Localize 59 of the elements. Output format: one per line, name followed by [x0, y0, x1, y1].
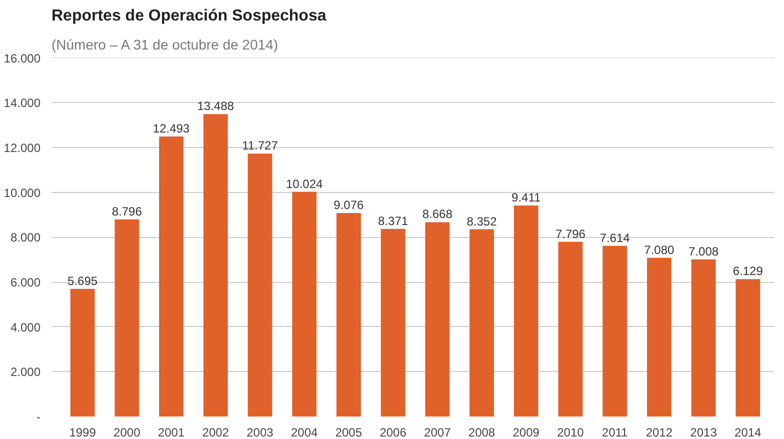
- data-label: 7.796: [555, 226, 586, 241]
- data-label: 9.076: [334, 198, 364, 212]
- bar: [425, 222, 450, 416]
- y-tick-label: 8.000: [10, 230, 41, 245]
- x-tick-label: 2003: [246, 426, 274, 439]
- y-tick-label: 12.000: [4, 141, 41, 156]
- x-tick-label: 2011: [602, 426, 628, 439]
- x-tick-label: 2012: [646, 426, 673, 439]
- bar: [646, 258, 672, 416]
- data-label: 11.727: [242, 138, 278, 153]
- y-tick-label: 6.000: [10, 276, 41, 290]
- x-tick-label: 2010: [557, 426, 584, 439]
- data-label: 9.411: [512, 190, 542, 205]
- data-label: 6.129: [732, 264, 764, 278]
- bar: [691, 259, 716, 416]
- bar: [70, 288, 95, 416]
- data-label: 8.352: [466, 214, 498, 228]
- data-label: 7.614: [600, 230, 630, 245]
- bar: [470, 229, 494, 416]
- y-tick-label: 14.000: [4, 96, 41, 110]
- data-label: 8.668: [422, 207, 453, 222]
- x-tick-label: 2008: [468, 426, 496, 439]
- bar: [336, 213, 361, 416]
- y-tick-label: 4.000: [10, 320, 41, 334]
- y-tick-label: 16.000: [4, 51, 41, 66]
- bar: [558, 242, 583, 416]
- bar: [514, 206, 538, 416]
- x-tick-label: 2005: [335, 426, 362, 439]
- y-tick-label: 2.000: [10, 365, 41, 380]
- x-tick-label: 2006: [380, 426, 407, 439]
- bar: [292, 192, 317, 416]
- y-tick-label: -: [36, 410, 41, 424]
- bar: [736, 279, 760, 416]
- bar: [380, 228, 406, 416]
- data-label: 5.695: [68, 274, 98, 288]
- bar: [114, 219, 140, 416]
- data-label: 7.008: [688, 244, 719, 258]
- chart-subtitle: (Número – A 31 de octubre de 2014): [52, 36, 278, 52]
- bar: [203, 114, 228, 416]
- x-tick-label: 2001: [158, 426, 185, 439]
- chart-title: Reportes de Operación Sospechosa: [52, 8, 326, 24]
- y-tick-label: 10.000: [4, 186, 41, 200]
- bar: [248, 154, 272, 416]
- x-tick-label: 2009: [512, 426, 540, 439]
- bar: [602, 246, 628, 416]
- data-label: 8.371: [378, 214, 408, 228]
- x-tick-label: 2004: [290, 426, 318, 439]
- x-tick-label: 2002: [202, 426, 230, 439]
- data-label: 10.024: [286, 176, 324, 191]
- x-tick-label: 2013: [690, 426, 718, 439]
- bar: [159, 136, 184, 416]
- data-label: 7.080: [644, 242, 675, 257]
- x-tick-label: 1999: [69, 426, 96, 439]
- x-tick-label: 2007: [424, 426, 452, 439]
- x-tick-label: 2014: [734, 426, 762, 439]
- data-label: 13.488: [197, 99, 234, 114]
- data-label: 8.796: [112, 204, 142, 218]
- x-tick-label: 2000: [114, 426, 141, 439]
- data-label: 12.493: [152, 121, 190, 136]
